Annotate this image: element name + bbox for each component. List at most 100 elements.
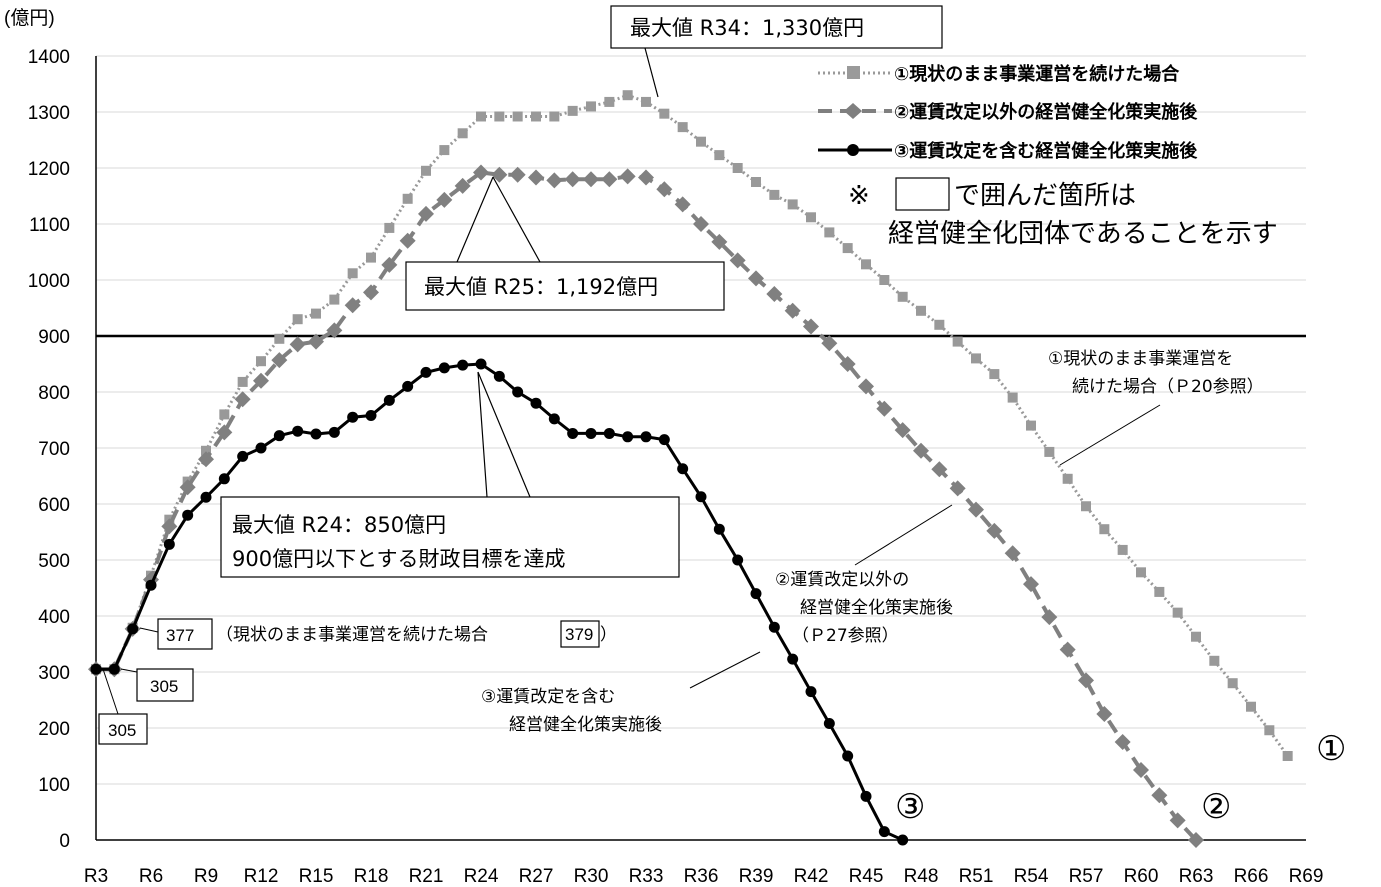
note-sample-box	[895, 177, 950, 211]
series-1-point-11	[237, 376, 248, 387]
series-1-point-49	[934, 319, 945, 330]
series-group	[88, 90, 1293, 848]
series-1-point-63	[1191, 631, 1201, 642]
series-1-point-12	[256, 356, 266, 367]
callout-max1-leader	[644, 47, 659, 98]
series-2-point-45	[858, 378, 874, 395]
series-1-point-52	[989, 369, 1000, 380]
series-2-point-31	[601, 171, 618, 188]
note-line2: 経営健全化団体であることを示す	[888, 219, 1278, 249]
series-3-point-32	[622, 431, 634, 443]
series-2-point-25	[491, 166, 508, 183]
box305a	[98, 713, 148, 745]
series-3-point-36	[695, 491, 707, 503]
series-3-point-7	[163, 538, 175, 550]
series-1-point-57	[1081, 501, 1091, 512]
series-2-point-11	[234, 391, 251, 408]
series-3-point-33	[640, 431, 652, 443]
series-2-point-14	[289, 336, 306, 353]
series-1-point-13	[274, 333, 285, 344]
box305a-text: 305	[108, 721, 136, 740]
series-1-point-19	[384, 222, 395, 233]
callout-max3-line2: 900億円以下とする財政目標を達成	[232, 547, 565, 571]
x-tick-R12: R12	[244, 866, 279, 887]
series-2-point-50	[949, 480, 966, 497]
x-tick-R45: R45	[849, 866, 884, 887]
series-2-point-58	[1096, 706, 1113, 722]
series-3-point-42	[805, 686, 817, 698]
series-1-point-16	[329, 294, 340, 305]
series-2-point-54	[1023, 576, 1039, 593]
series-3-point-44	[842, 750, 854, 762]
caption3-leader	[689, 651, 761, 689]
series-1-point-39	[751, 177, 761, 187]
series-1-point-44	[842, 243, 853, 254]
series-2-point-52	[986, 522, 1003, 539]
series-1-point-33	[641, 96, 651, 107]
end-label-3: ③	[895, 787, 925, 827]
x-tick-R18: R18	[354, 866, 389, 887]
series-1-point-41	[787, 199, 798, 210]
series-1-point-43	[824, 227, 835, 238]
series-2-point-29	[564, 171, 581, 188]
x-tick-R66: R66	[1234, 866, 1269, 887]
box377	[157, 618, 213, 650]
callout-max2-leader	[456, 176, 541, 263]
x-tick-R54: R54	[1014, 866, 1049, 887]
series-3	[90, 358, 909, 846]
y-unit-label: (億円)	[4, 7, 55, 29]
series-2-point-38	[729, 252, 746, 269]
series-2-point-20	[399, 232, 416, 249]
box377-text: 377	[166, 626, 194, 645]
series-1-point-60	[1136, 567, 1146, 578]
series-2-point-26	[509, 166, 526, 183]
series-3-point-10	[218, 473, 230, 485]
series-2-point-41	[784, 302, 801, 319]
series-2-point-47	[894, 422, 911, 439]
note-line1-tail: で囲んだ箇所は	[954, 181, 1136, 211]
caption2-line2: 経営健全化策実施後	[800, 598, 953, 618]
series-2-point-23	[454, 177, 471, 194]
series-3-point-26	[512, 386, 524, 398]
y-tick-1100: 1100	[29, 215, 70, 236]
caption2-line3: （Ｐ27参照）	[792, 626, 899, 646]
y-tick-1400: 1400	[28, 47, 70, 68]
series-3-point-19	[383, 394, 395, 406]
series-2-point-15	[308, 333, 324, 350]
series-2-point-44	[839, 356, 856, 372]
series-1-point-50	[952, 336, 963, 347]
series-1-point-10	[219, 409, 230, 420]
series-2-point-49	[931, 461, 948, 478]
x-tick-R60: R60	[1124, 866, 1159, 887]
note377-box	[560, 620, 600, 648]
series-3-line	[96, 362, 904, 842]
series-1-point-53	[1007, 392, 1018, 403]
series-2-point-51	[968, 501, 984, 518]
series-3-point-34	[658, 434, 670, 446]
series-2-point-28	[546, 172, 563, 189]
series-2-point-8	[179, 479, 196, 496]
series-3-point-40	[768, 621, 780, 633]
series-2-point-56	[1059, 641, 1076, 658]
y-tick-100: 100	[38, 775, 70, 796]
series-2-point-22	[436, 191, 453, 208]
note377-suffix: ）	[600, 625, 617, 645]
x-tick-R15: R15	[299, 866, 334, 887]
callout-max3-leader	[477, 371, 531, 498]
series-2-point-59	[1114, 734, 1131, 750]
series-1-point-40	[769, 189, 780, 200]
series-2-point-42	[803, 318, 819, 335]
series-3-point-38	[732, 554, 744, 566]
series-1-point-68	[1282, 751, 1293, 761]
series-1-point-64	[1209, 655, 1220, 666]
series-1-point-62	[1172, 607, 1183, 618]
series-1-point-20	[402, 193, 413, 204]
callout-max1-box	[610, 5, 943, 49]
series-2-point-61	[1151, 787, 1168, 804]
series-2-point-35	[674, 196, 691, 213]
series-2-point-62	[1169, 812, 1186, 829]
box377-leader	[139, 627, 159, 633]
x-tick-R33: R33	[629, 866, 664, 887]
x-tick-R3: R3	[84, 866, 108, 887]
